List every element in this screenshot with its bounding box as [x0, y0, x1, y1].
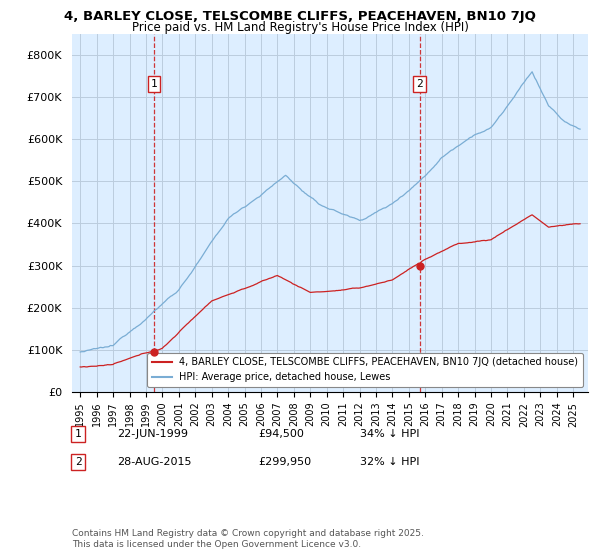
Text: 4, BARLEY CLOSE, TELSCOMBE CLIFFS, PEACEHAVEN, BN10 7JQ: 4, BARLEY CLOSE, TELSCOMBE CLIFFS, PEACE…	[64, 10, 536, 23]
Text: £299,950: £299,950	[258, 457, 311, 467]
Text: 32% ↓ HPI: 32% ↓ HPI	[360, 457, 419, 467]
Text: Contains HM Land Registry data © Crown copyright and database right 2025.
This d: Contains HM Land Registry data © Crown c…	[72, 529, 424, 549]
Text: 28-AUG-2015: 28-AUG-2015	[117, 457, 191, 467]
Text: 1: 1	[74, 429, 82, 439]
Text: £94,500: £94,500	[258, 429, 304, 439]
Text: Price paid vs. HM Land Registry's House Price Index (HPI): Price paid vs. HM Land Registry's House …	[131, 21, 469, 34]
Text: 2: 2	[416, 79, 423, 89]
Text: 1: 1	[150, 79, 157, 89]
Legend: 4, BARLEY CLOSE, TELSCOMBE CLIFFS, PEACEHAVEN, BN10 7JQ (detached house), HPI: A: 4, BARLEY CLOSE, TELSCOMBE CLIFFS, PEACE…	[147, 353, 583, 387]
Text: 34% ↓ HPI: 34% ↓ HPI	[360, 429, 419, 439]
Text: 2: 2	[74, 457, 82, 467]
Text: 22-JUN-1999: 22-JUN-1999	[117, 429, 188, 439]
